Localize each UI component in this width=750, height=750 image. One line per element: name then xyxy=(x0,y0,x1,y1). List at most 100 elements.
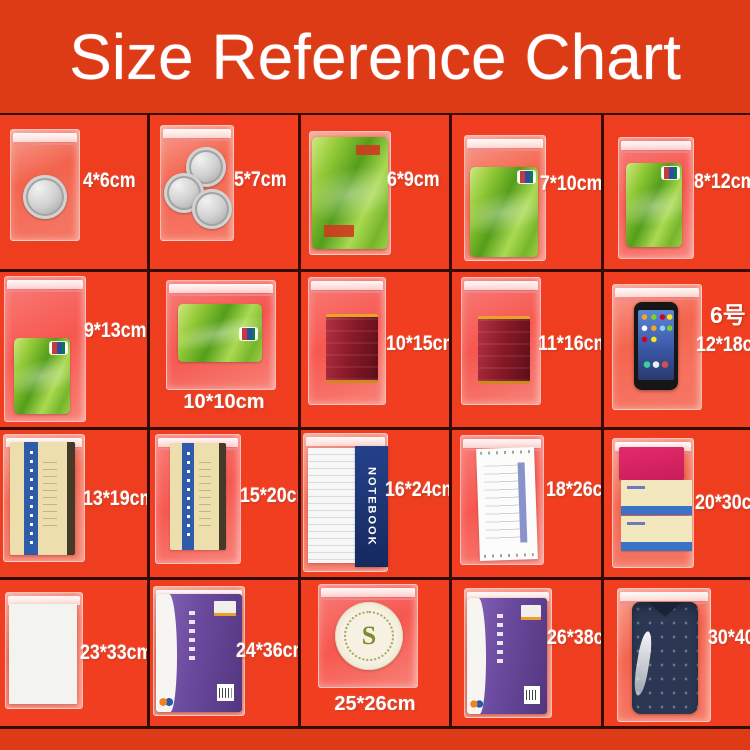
zip-seal-icon xyxy=(7,280,83,292)
notebook-title-text: NOTEBOOK xyxy=(365,466,378,547)
unionpay-logo-icon xyxy=(240,328,257,340)
size-cell-12x18: 6号 12*18cm xyxy=(604,272,750,430)
express-envelope-icon xyxy=(467,598,547,714)
receipt-blue-strip xyxy=(517,461,528,543)
size-cell-18x26: 18*26cm xyxy=(452,430,604,580)
size-cell-20x30: 20*30cm xyxy=(604,430,750,580)
unionpay-logo-icon xyxy=(50,342,67,354)
tissue-box-icon xyxy=(621,480,692,515)
zip-seal-icon xyxy=(13,133,77,145)
blue-band-icon xyxy=(182,443,195,550)
size-cell-26x38: 26*38cm xyxy=(452,580,604,729)
zip-seal-icon xyxy=(464,281,538,293)
size-label: 10*15cm xyxy=(386,332,452,355)
shirt-fold-highlight xyxy=(632,630,655,697)
size-cell-30x40: 30*40cm xyxy=(604,580,750,729)
pink-pouch-icon xyxy=(619,447,684,480)
size-cell-11x16: 11*16cm xyxy=(452,272,604,430)
size-cell-7x10: 7*10cm xyxy=(452,115,604,272)
smartphone-icon xyxy=(634,302,678,390)
size-label: 12*18cm xyxy=(696,333,750,356)
zip-seal-icon xyxy=(615,288,699,300)
size-cell-9x13: 9*13cm xyxy=(0,272,150,430)
size-label: 6*9cm xyxy=(387,168,440,191)
size-cell-23x33: 23*33cm xyxy=(0,580,150,729)
size-label: 8*12cm xyxy=(694,170,750,193)
size-cell-24x36: 24*36cm xyxy=(150,580,301,729)
size-label: 13*19cm xyxy=(83,487,150,510)
box-text-lines xyxy=(42,462,57,531)
receipt-text-lines xyxy=(483,464,523,544)
envelope-label-tag xyxy=(213,601,236,617)
blue-band-icon xyxy=(24,442,38,555)
size-cell-13x19: 13*19cm xyxy=(0,430,150,580)
white-paper-icon xyxy=(9,604,77,704)
size-label: 10*10cm xyxy=(183,391,265,413)
express-envelope-icon xyxy=(156,594,242,712)
zip-seal-icon xyxy=(306,437,385,449)
envelope-label-tag xyxy=(520,604,542,621)
notebook-paper-icon xyxy=(308,448,355,563)
zip-seal-icon xyxy=(311,281,383,293)
red-box-icon xyxy=(478,316,530,384)
envelope-white-band xyxy=(467,598,487,714)
size-label: 16*24cm xyxy=(385,478,452,501)
phone-screen-icon xyxy=(638,310,674,380)
size-label: 15*20cm xyxy=(240,484,298,507)
envelope-white-band xyxy=(156,594,177,712)
tea-cake-logo-text: S xyxy=(361,621,377,650)
size-label: 5*7cm xyxy=(234,168,287,191)
receipt-form-icon xyxy=(476,447,538,561)
size-label: 30*40cm xyxy=(708,626,750,649)
notebook-cover-icon: NOTEBOOK xyxy=(355,446,388,567)
bag-number-badge: 6号 xyxy=(710,302,746,328)
packing-box-icon xyxy=(170,443,226,550)
size-label: 23*33cm xyxy=(80,641,150,664)
red-box-icon xyxy=(326,314,378,383)
size-cell-25x26: S 25*26cm xyxy=(301,580,452,729)
size-label: 4*6cm xyxy=(83,169,136,192)
barcode-icon xyxy=(523,686,540,704)
coin-icon xyxy=(23,175,67,219)
size-cell-10x15: 10*15cm xyxy=(301,272,452,430)
shirt-icon xyxy=(632,602,698,714)
courier-logo-icon xyxy=(470,698,483,710)
unionpay-logo-icon xyxy=(662,167,679,179)
size-label: 20*30cm xyxy=(695,491,750,514)
zip-seal-icon xyxy=(621,141,691,153)
packing-box-icon xyxy=(10,442,75,555)
shirt-collar-icon xyxy=(648,602,682,617)
envelope-text-marks xyxy=(497,614,504,663)
tea-cake-ring xyxy=(343,610,395,662)
size-cell-15x20: 15*20cm xyxy=(150,430,301,580)
courier-logo-icon xyxy=(159,696,174,708)
size-cell-5x7: 5*7cm xyxy=(150,115,301,272)
price-sticker-icon xyxy=(356,145,380,155)
size-label: 26*38cm xyxy=(547,626,604,649)
box-shadow-edge xyxy=(218,443,226,550)
box-shadow-edge xyxy=(66,442,75,555)
size-grid: 4*6cm 5*7cm 6*9cm 7*10cm 8*12cm xyxy=(0,113,750,729)
bank-card-icon xyxy=(312,137,388,249)
envelope-text-marks xyxy=(188,610,195,661)
size-cell-6x9: 6*9cm xyxy=(301,115,452,272)
size-label: 9*13cm xyxy=(84,319,147,342)
zip-seal-icon xyxy=(169,284,273,296)
tea-cake-icon: S xyxy=(335,602,403,670)
zip-seal-icon xyxy=(620,592,708,604)
size-cell-4x6: 4*6cm xyxy=(0,115,150,272)
tissue-box-icon xyxy=(621,516,692,551)
size-label: 24*36cm xyxy=(236,639,298,662)
size-label: 11*16cm xyxy=(538,332,604,355)
unionpay-logo-icon xyxy=(518,171,535,183)
price-sticker-icon xyxy=(324,225,354,237)
size-label: 7*10cm xyxy=(540,172,603,195)
box-text-lines xyxy=(199,462,212,527)
page-title: Size Reference Chart xyxy=(69,20,681,93)
zip-seal-icon xyxy=(467,139,543,151)
barcode-icon xyxy=(217,683,235,702)
size-label: 25*26cm xyxy=(334,693,416,715)
coin-icon xyxy=(192,189,232,229)
size-cell-8x12: 8*12cm xyxy=(604,115,750,272)
zip-seal-icon xyxy=(163,129,231,141)
